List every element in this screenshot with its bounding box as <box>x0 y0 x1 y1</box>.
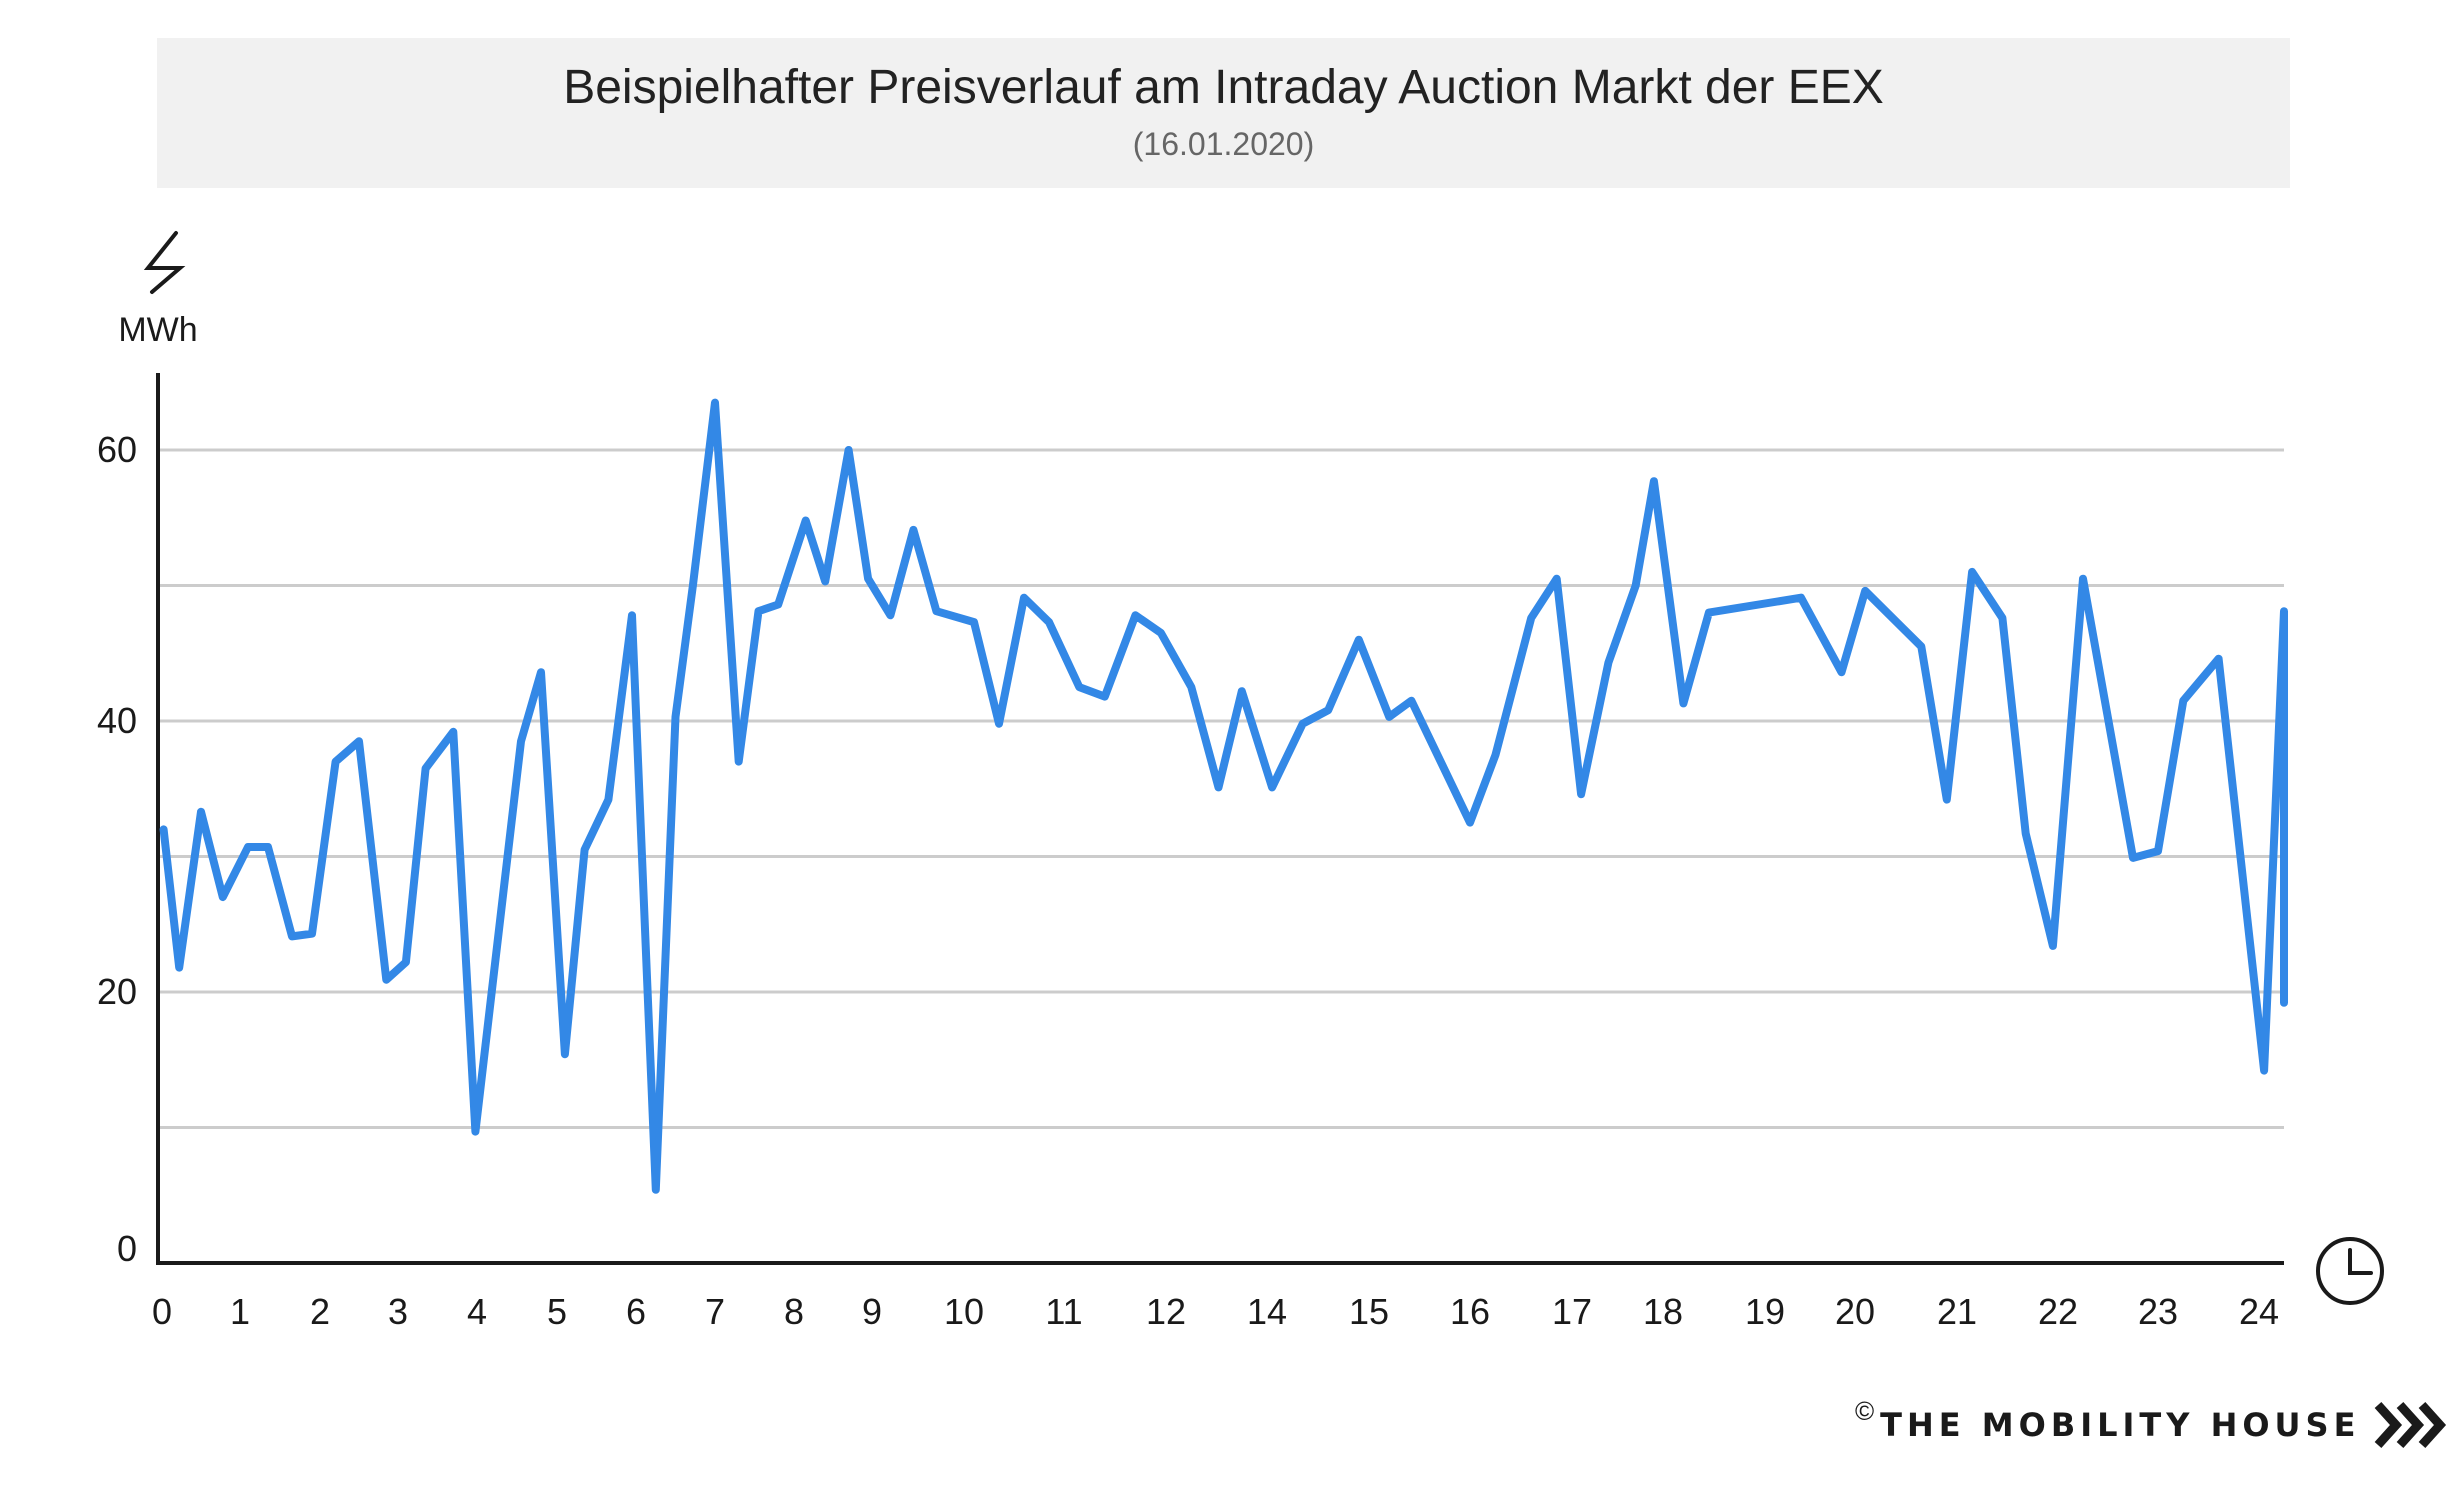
x-tick-label: 22 <box>2038 1291 2078 1332</box>
x-tick-labels: 0 1 2 3 4 5 6 7 8 9 10 11 12 14 15 16 17 18 19 20 21 22 23 24 <box>152 1291 2279 1332</box>
x-tick-label: 17 <box>1552 1291 1592 1332</box>
x-tick-label: 18 <box>1643 1291 1683 1332</box>
y-tick-label: 20 <box>97 971 137 1012</box>
x-tick-label: 3 <box>388 1291 408 1332</box>
x-tick-label: 21 <box>1937 1291 1977 1332</box>
x-tick-label: 6 <box>626 1291 646 1332</box>
x-tick-label: 12 <box>1146 1291 1186 1332</box>
x-tick-label: 1 <box>230 1291 250 1332</box>
y-tick-label: 0 <box>117 1228 137 1269</box>
copyright-symbol: © <box>1855 1395 1875 1426</box>
x-tick-label: 9 <box>862 1291 882 1332</box>
series-line <box>159 398 2288 1194</box>
x-tick-label: 0 <box>152 1291 172 1332</box>
x-tick-label: 16 <box>1450 1291 1490 1332</box>
lightning-bolt-icon <box>143 231 186 294</box>
x-tick-label: 2 <box>310 1291 330 1332</box>
x-tick-label: 11 <box>1045 1291 1082 1332</box>
y-tick-label: 60 <box>97 429 137 470</box>
x-tick-label: 14 <box>1247 1291 1287 1332</box>
x-tick-label: 15 <box>1349 1291 1389 1332</box>
x-tick-label: 23 <box>2138 1291 2178 1332</box>
clock-icon <box>2316 1237 2384 1305</box>
x-tick-label: 8 <box>784 1291 804 1332</box>
x-tick-label: 5 <box>547 1291 567 1332</box>
footer-brand: © THE MOBILITY HOUSE <box>1855 1390 2454 1460</box>
title-banner: Beispielhafter Preisverlauf am Intraday … <box>157 38 2290 188</box>
x-tick-label: 4 <box>467 1291 487 1332</box>
x-tick-label: 20 <box>1835 1291 1875 1332</box>
y-tick-labels: 0 20 40 60 <box>97 429 137 1269</box>
x-tick-label: 7 <box>705 1291 725 1332</box>
x-tick-label: 19 <box>1745 1291 1785 1332</box>
y-unit-label: MWh <box>118 311 197 349</box>
chart-title: Beispielhafter Preisverlauf am Intraday … <box>563 61 1884 114</box>
series-layer <box>159 398 2288 1194</box>
x-tick-label: 24 <box>2239 1291 2279 1332</box>
x-tick-label: 10 <box>944 1291 984 1332</box>
triple-chevron-icon <box>2375 1401 2447 1449</box>
y-tick-label: 40 <box>97 700 137 741</box>
chart-subtitle: (16.01.2020) <box>1132 126 1315 162</box>
brand-name: THE MOBILITY HOUSE <box>1880 1406 2361 1444</box>
